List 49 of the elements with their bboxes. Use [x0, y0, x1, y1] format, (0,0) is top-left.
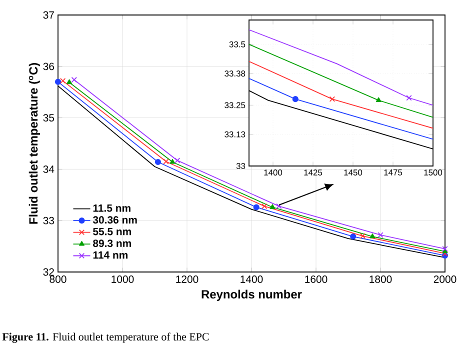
- line-series: [249, 29, 434, 106]
- point: [270, 204, 276, 209]
- point: [54, 78, 62, 85]
- point: [350, 233, 356, 240]
- x-tick-label: 1000: [112, 276, 134, 283]
- y-tick-label: 33.13: [224, 131, 246, 138]
- point: [174, 158, 180, 164]
- x-tick-label: 2000: [434, 276, 456, 283]
- point: [370, 233, 376, 238]
- y-axis-title: Fluid outlet temperature ($^{o}$C): [28, 63, 40, 224]
- x-tick-label: 1200: [176, 276, 198, 283]
- x-tick-label: 1400: [240, 276, 263, 283]
- y-tick-label: 35: [43, 114, 54, 122]
- point: [262, 203, 268, 210]
- legend-label: 89.3 nm: [93, 240, 131, 248]
- point: [253, 204, 260, 210]
- legend-label: 11.5 nm: [93, 204, 130, 212]
- legend-label: 55.5 nm: [93, 228, 131, 236]
- legend-label: 114 nm: [93, 251, 128, 259]
- x-tick-label: 1450: [344, 170, 362, 176]
- y-tick-label: 33.25: [224, 102, 246, 108]
- y-tick-label: 36: [43, 62, 54, 70]
- point: [163, 158, 169, 164]
- point: [276, 203, 282, 210]
- point: [60, 78, 66, 84]
- x-tick-label: 1800: [370, 276, 392, 283]
- x-tick-label: 1600: [305, 276, 328, 283]
- y-tick-label: 37: [43, 11, 54, 19]
- y-tick-label: 33.38: [224, 70, 246, 77]
- x-tick-label: 800: [50, 276, 66, 283]
- x-tick-label: 1500: [424, 170, 442, 176]
- point: [378, 232, 384, 238]
- text: Figure 11. Fluid outlet temperature of the EPC: [2, 332, 209, 343]
- x-tick-label: 1425: [304, 170, 322, 176]
- legend-label: 30.36 nm: [92, 216, 137, 224]
- x-tick-label: 1475: [384, 170, 402, 176]
- point: [442, 250, 448, 256]
- x-tick-label: 1400: [264, 170, 282, 176]
- point: [360, 233, 366, 239]
- x-axis-title: Reynolds number: [202, 290, 302, 301]
- y-tick-label: 34: [43, 166, 54, 173]
- y-tick-label: 33: [43, 216, 54, 224]
- y-tick-label: 32: [43, 268, 54, 276]
- point: [71, 76, 77, 83]
- y-tick-label: 33: [236, 163, 246, 169]
- point: [66, 79, 72, 84]
- point: [154, 158, 162, 166]
- y-tick-label: 33.5: [229, 41, 246, 48]
- point: [170, 158, 176, 164]
